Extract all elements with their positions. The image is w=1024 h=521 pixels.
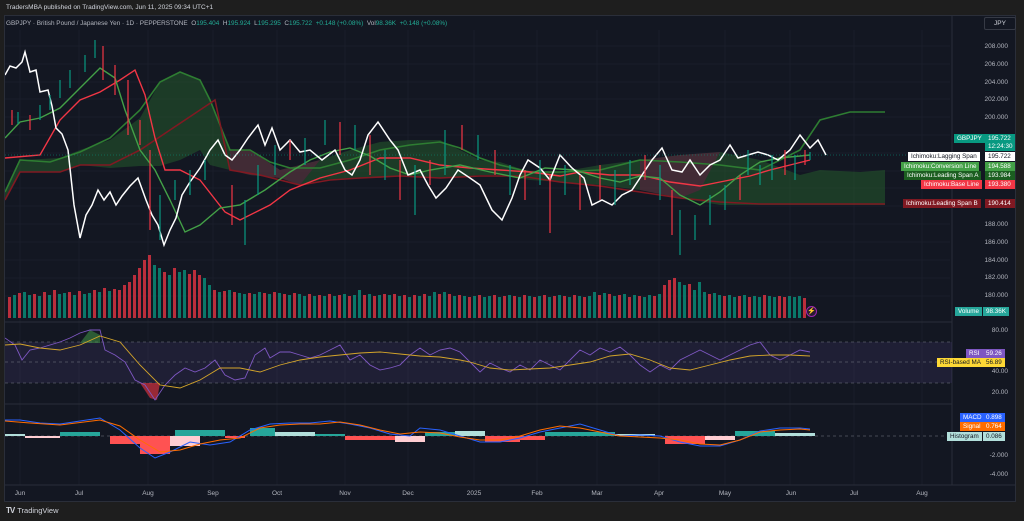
time-tick: Jun <box>14 490 26 497</box>
time-tick: Aug <box>142 490 154 497</box>
volume-change-value: +0.148 (+0.08%) <box>399 20 448 27</box>
close-label: C <box>284 20 290 27</box>
volume-bars <box>8 255 806 318</box>
rsi-tick: 20.00 <box>991 389 1008 396</box>
price-tick: 200.000 <box>984 114 1009 121</box>
brand-name: TradingView <box>17 506 59 515</box>
macd-tick: -2.000 <box>989 452 1008 459</box>
change-value: +0.148 (+0.08%) <box>315 20 364 27</box>
rsi-ma-tag-label: RSI-based MA <box>937 358 984 367</box>
time-tick: 2025 <box>466 490 482 497</box>
price-tick: 182.000 <box>984 274 1009 281</box>
price-tick: 188.000 <box>984 221 1009 228</box>
open-value: 195.404 <box>196 20 220 27</box>
time-tick: May <box>718 490 732 497</box>
time-tick: Mar <box>591 490 603 497</box>
leading-span-a-tag-value: 193.984 <box>985 171 1015 180</box>
rsi-tick: 80.00 <box>991 327 1008 334</box>
conversion-line-tag-value: 194.588 <box>985 162 1015 171</box>
close-value: 195.722 <box>289 20 313 27</box>
histogram-tag-label: Histogram <box>947 432 982 441</box>
base-line-tag-label: Ichimoku:Base Line <box>921 180 982 189</box>
price-tick: 208.000 <box>984 43 1009 50</box>
time-tick: Jun <box>785 490 797 497</box>
rsi-tag-label: RSI <box>966 349 983 358</box>
price-tick: 202.000 <box>984 96 1009 103</box>
volume-tag-value: 98.36K <box>983 307 1009 316</box>
low-value: 195.295 <box>257 20 281 27</box>
price-tick: 184.000 <box>984 257 1009 264</box>
conversion-line-tag-label: Ichimoku:Conversion Line <box>901 162 980 171</box>
histogram-tag-value: 0.086 <box>983 432 1005 441</box>
high-label: H <box>222 20 228 27</box>
symbol-tag-label: GBPJPY <box>954 134 985 143</box>
time-tick: Feb <box>531 490 543 497</box>
volume-label: Vol <box>366 20 376 27</box>
time-tick: Jul <box>74 490 84 497</box>
price-tick: 204.000 <box>984 79 1009 86</box>
time-tick: Sep <box>207 490 219 497</box>
time-tick: Jul <box>849 490 859 497</box>
signal-tag-label: Signal <box>960 422 984 431</box>
volume-tag-label: Volume <box>955 307 983 316</box>
currency-button[interactable]: JPY <box>984 17 1016 30</box>
grid-lines <box>5 30 950 485</box>
lightning-icon[interactable]: ⚡ <box>806 306 817 317</box>
macd-tick: -4.000 <box>989 471 1008 478</box>
publish-bar: TradersMBA published on TradingView.com,… <box>0 0 1024 15</box>
leading-span-b-tag-value: 190.414 <box>985 199 1015 208</box>
macd-histogram <box>5 428 815 454</box>
macd-tag-value: 0.898 <box>983 413 1005 422</box>
price-tick: 206.000 <box>984 61 1009 68</box>
symbol-name[interactable]: GBPJPY · British Pound / Japanese Yen · … <box>6 20 188 27</box>
high-value: 195.924 <box>227 20 251 27</box>
time-tick: Oct <box>271 490 283 497</box>
chart-frame[interactable] <box>4 15 1016 502</box>
leading-span-a-tag-label: Ichimoku:Leading Span A <box>904 171 982 180</box>
chart-canvas[interactable] <box>5 16 1015 501</box>
publish-text: TradersMBA published on TradingView.com,… <box>6 4 214 11</box>
symbol-legend[interactable]: GBPJPY · British Pound / Japanese Yen · … <box>6 20 447 27</box>
time-tick: Dec <box>402 490 414 497</box>
volume-value: 98.36K <box>375 20 397 27</box>
symbol-tag-value: 195.722 <box>985 134 1015 143</box>
macd-tag-label: MACD <box>960 413 985 422</box>
rsi-ma-tag-value: 56.89 <box>983 358 1005 367</box>
tradingview-logo-icon: TV <box>6 506 15 515</box>
price-tick: 180.000 <box>984 292 1009 299</box>
time-tick: Aug <box>916 490 928 497</box>
lagging-span-tag-value: 195.722 <box>985 152 1015 161</box>
leading-span-b-tag-label: Ichimoku:Leading Span B <box>903 199 981 208</box>
rsi-tag-value: 59.26 <box>983 349 1005 358</box>
countdown-tag: 12:24:30 <box>985 142 1015 151</box>
time-tick: Nov <box>339 490 351 497</box>
low-label: L <box>254 20 258 27</box>
signal-tag-value: 0.764 <box>983 422 1005 431</box>
open-label: O <box>191 20 197 27</box>
rsi-tick: 40.00 <box>991 368 1008 375</box>
lagging-span-tag-label: Ichimoku:Lagging Span <box>908 152 980 161</box>
candlesticks <box>11 40 811 255</box>
footer-branding[interactable]: TV TradingView <box>6 506 59 515</box>
base-line-tag-value: 193.380 <box>985 180 1015 189</box>
time-tick: Apr <box>653 490 665 497</box>
price-tick: 186.000 <box>984 239 1009 246</box>
